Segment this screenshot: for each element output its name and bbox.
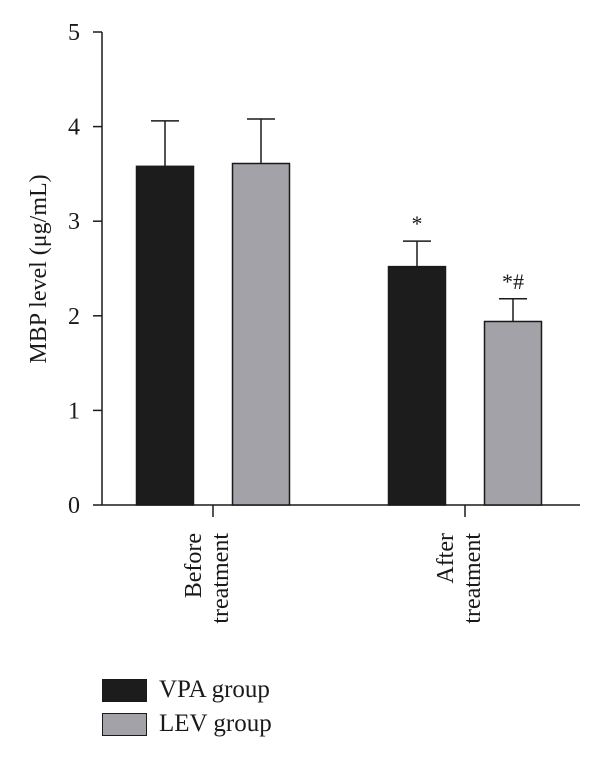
y-tick-label: 2: [68, 304, 80, 330]
legend: VPA group LEV group: [102, 673, 272, 741]
y-axis-title: MBP level (μg/mL): [26, 174, 52, 363]
y-tick-label: 5: [68, 20, 80, 46]
legend-swatch-lev: [102, 712, 147, 736]
y-tick-label: 1: [68, 398, 80, 424]
legend-item-lev: LEV group: [102, 707, 272, 741]
legend-swatch-vpa: [102, 678, 147, 702]
x-tick-label: treatment: [208, 533, 234, 624]
legend-label-lev: LEV group: [159, 710, 272, 737]
legend-item-vpa: VPA group: [102, 673, 272, 707]
significance-marker: *: [412, 211, 423, 236]
y-tick-label: 3: [68, 209, 80, 235]
x-tick-label: Before: [181, 533, 207, 598]
bar: [231, 162, 291, 506]
y-tick-label: 0: [68, 493, 80, 519]
x-tick-label: treatment: [460, 533, 486, 624]
significance-marker: *#: [502, 269, 524, 294]
bar: [387, 265, 447, 506]
bar: [135, 165, 195, 506]
bar: [483, 320, 543, 506]
y-tick-label: 4: [68, 115, 80, 141]
x-tick-label: After: [433, 533, 459, 584]
legend-label-vpa: VPA group: [159, 676, 270, 703]
